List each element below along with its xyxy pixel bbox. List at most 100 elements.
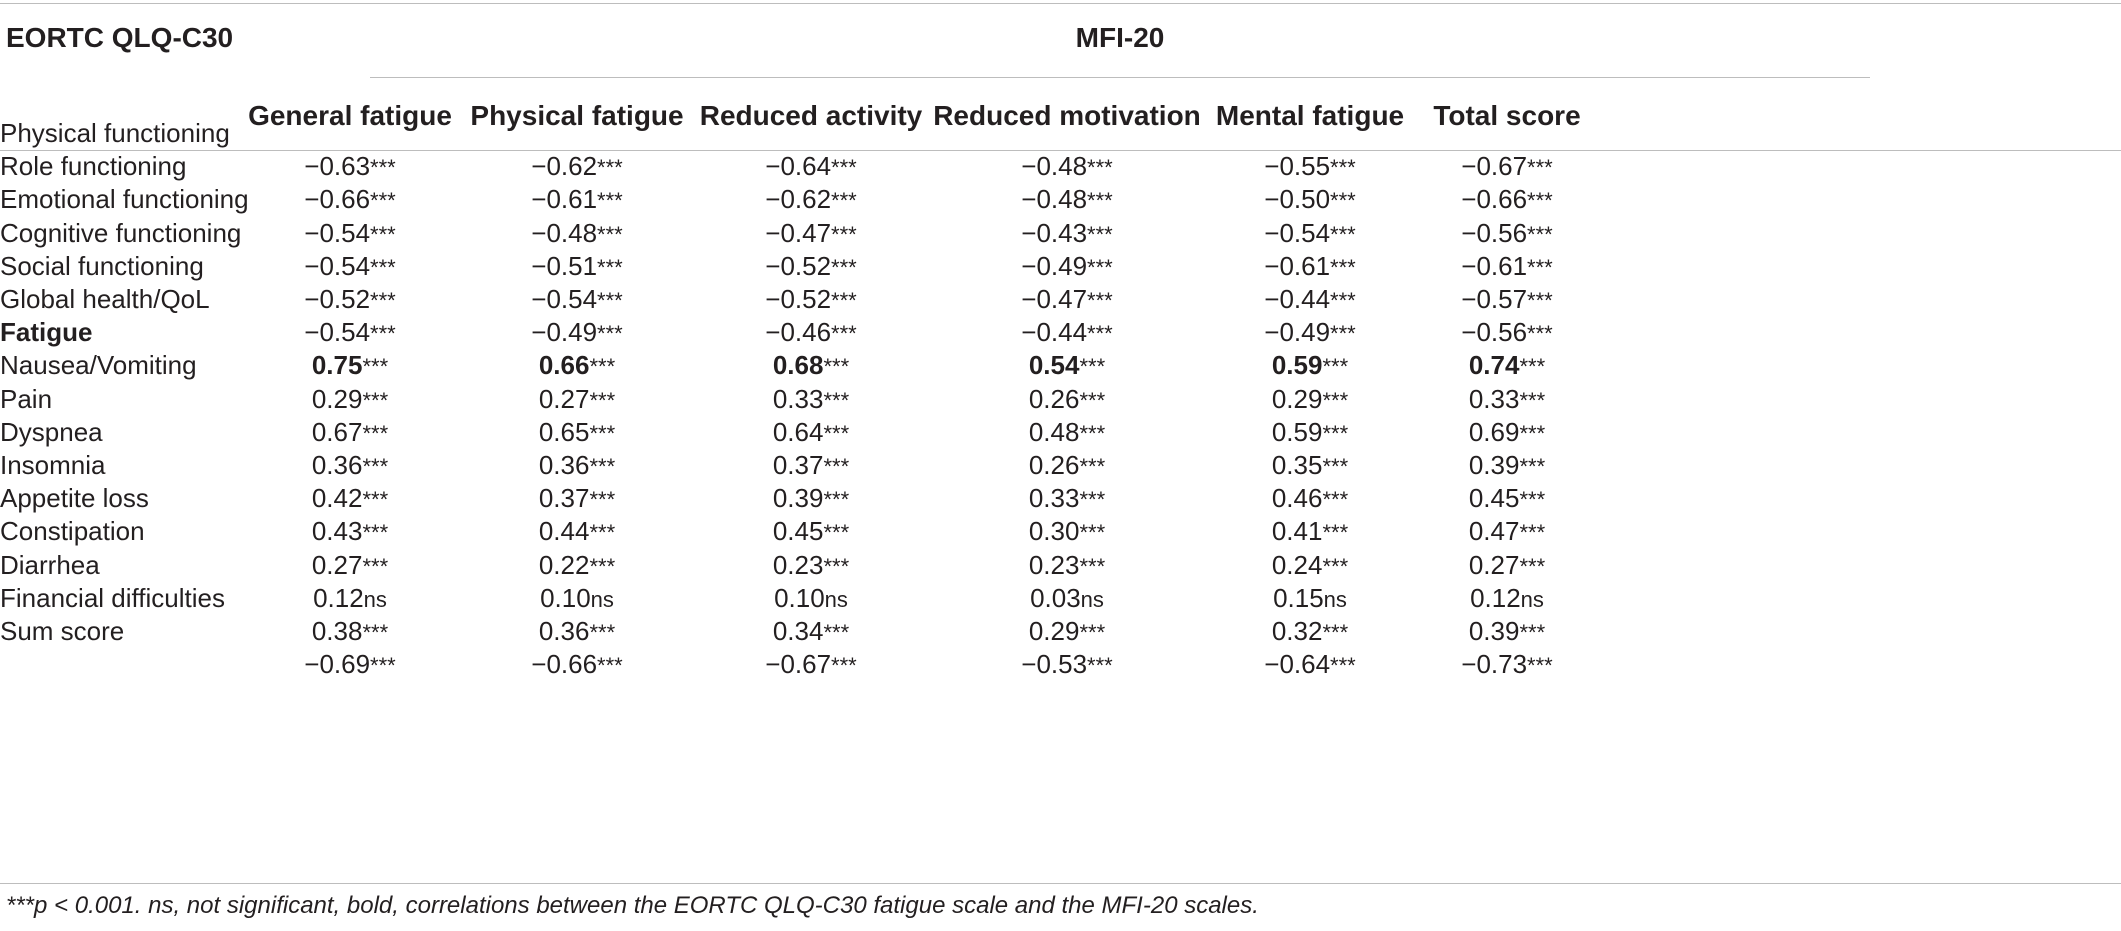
cell-value: 0.26 [1028,449,1080,480]
cell-value: 0.33 [772,383,824,414]
significance-marker: ns [824,586,848,612]
cell-value: −0.49 [1021,250,1088,281]
cell-value: 0.27 [1468,549,1520,580]
cell-value: −0.66 [531,649,598,680]
significance-marker: *** [823,487,850,513]
cell-value: −0.44 [1021,317,1088,348]
significance-marker: *** [1322,420,1349,446]
significance-marker: *** [362,619,389,645]
significance-marker: *** [362,553,389,579]
significance-marker: *** [831,221,857,247]
table-cell: −0.66*** [1461,183,1552,216]
cell-value: 0.30 [1028,516,1080,547]
significance-marker: *** [831,321,857,347]
table-cell: −0.54*** [531,283,622,316]
significance-marker: *** [1330,287,1356,313]
table-row: Social functioning −0.52*** −0.54*** −0.52*… [0,250,2121,314]
significance-marker: *** [1079,487,1106,513]
row-label: Diarrhea [0,549,100,580]
significance-marker: *** [1519,420,1546,446]
cell-value: −0.46 [765,317,832,348]
significance-marker: *** [370,321,396,347]
table-cell: 0.10ns [540,582,614,615]
table-cell: 0.68*** [773,349,849,382]
row-label: Emotional functioning [0,184,249,215]
table-cell: 0.37*** [539,482,615,515]
table-cell: 0.39*** [1469,615,1545,648]
cell-value: −0.53 [1021,649,1088,680]
table-cell: 0.29*** [312,383,388,416]
table-row: Sum score −0.69*** −0.66*** −0.67*** −0.53**… [0,615,2121,679]
significance-marker: *** [1079,420,1106,446]
significance-marker: *** [823,619,850,645]
cell-value: −0.54 [304,317,371,348]
significance-marker: *** [370,287,396,313]
cell-value: 0.32 [1271,615,1323,646]
table-cell: 0.34*** [773,615,849,648]
row-label: Constipation [0,516,145,547]
significance-marker: *** [1079,387,1106,413]
significance-marker: ns [1323,586,1347,612]
significance-marker: *** [823,387,850,413]
table-cell: −0.49*** [531,316,622,349]
table-cell: 0.45*** [1469,482,1545,515]
table-cell: 0.45*** [773,515,849,548]
cell-value: 0.03 [1030,582,1081,613]
table-cell: −0.47*** [765,217,856,250]
cell-value: 0.12 [1470,582,1521,613]
table-cell: 0.33*** [1469,383,1545,416]
table-cell: −0.48*** [531,217,622,250]
significance-marker: *** [1322,619,1349,645]
row-label: Financial difficulties [0,582,225,613]
row-label: Physical functioning [0,118,230,148]
table-cell: −0.54*** [304,316,395,349]
significance-marker: *** [1087,188,1113,214]
table-cell: −0.67*** [1461,150,1552,183]
table-cell: 0.29*** [1272,383,1348,416]
table-row: Constipation 0.27*** 0.22*** 0.23*** 0.23***… [0,515,2121,579]
table-cell: −0.61*** [1461,250,1552,283]
significance-marker: *** [597,287,623,313]
column-header-reduced-activity: Reduced activity [699,100,923,131]
table-cell: −0.67*** [765,648,856,681]
row-label: Insomnia [0,450,106,480]
table-cell: 0.12ns [313,582,387,615]
significance-marker: *** [597,254,623,280]
significance-marker: *** [589,553,616,579]
significance-marker: *** [589,619,616,645]
top-rule [0,3,2121,4]
cell-value: 0.36 [311,449,363,480]
table-cell: 0.37*** [773,449,849,482]
table-row: Dyspnea 0.36*** 0.36*** 0.37*** 0.26*** 0.35*… [0,416,2121,480]
table-cell: 0.42*** [312,482,388,515]
table-cell: −0.48*** [1021,150,1112,183]
cell-value: −0.52 [765,283,832,314]
table-cell: −0.55*** [1264,150,1355,183]
table-row: Financial difficulties 0.38*** 0.36*** 0.34… [0,582,2121,646]
table-cell: 0.66*** [539,349,615,382]
significance-marker: *** [370,155,396,181]
significance-marker: *** [1322,453,1349,479]
significance-marker: ns [590,586,614,612]
table-cell: 0.35*** [1272,449,1348,482]
cell-value: 0.74 [1468,350,1520,381]
cell-value: 0.45 [772,516,824,547]
significance-marker: *** [1330,653,1356,679]
cell-value: −0.57 [1461,283,1528,314]
cell-value: 0.69 [1468,416,1520,447]
table-cell: −0.54*** [304,250,395,283]
table-cell: 0.10ns [774,582,848,615]
significance-marker: *** [823,520,850,546]
significance-marker: ns [1080,586,1104,612]
cell-value: −0.49 [531,317,598,348]
significance-marker: *** [597,155,623,181]
row-label: Cognitive functioning [0,217,242,248]
row-label: Role functioning [0,151,187,182]
table-row: Appetite loss 0.43*** 0.44*** 0.45*** 0.30**… [0,482,2121,546]
table-cell: 0.67*** [312,416,388,449]
table-row: Nausea/Vomiting 0.29*** 0.27*** 0.33*** 0.26… [0,349,2121,413]
cell-value: −0.63 [304,151,371,182]
table-cell: −0.56*** [1461,217,1552,250]
cell-value: 0.42 [311,483,363,514]
cell-value: 0.41 [1271,516,1323,547]
